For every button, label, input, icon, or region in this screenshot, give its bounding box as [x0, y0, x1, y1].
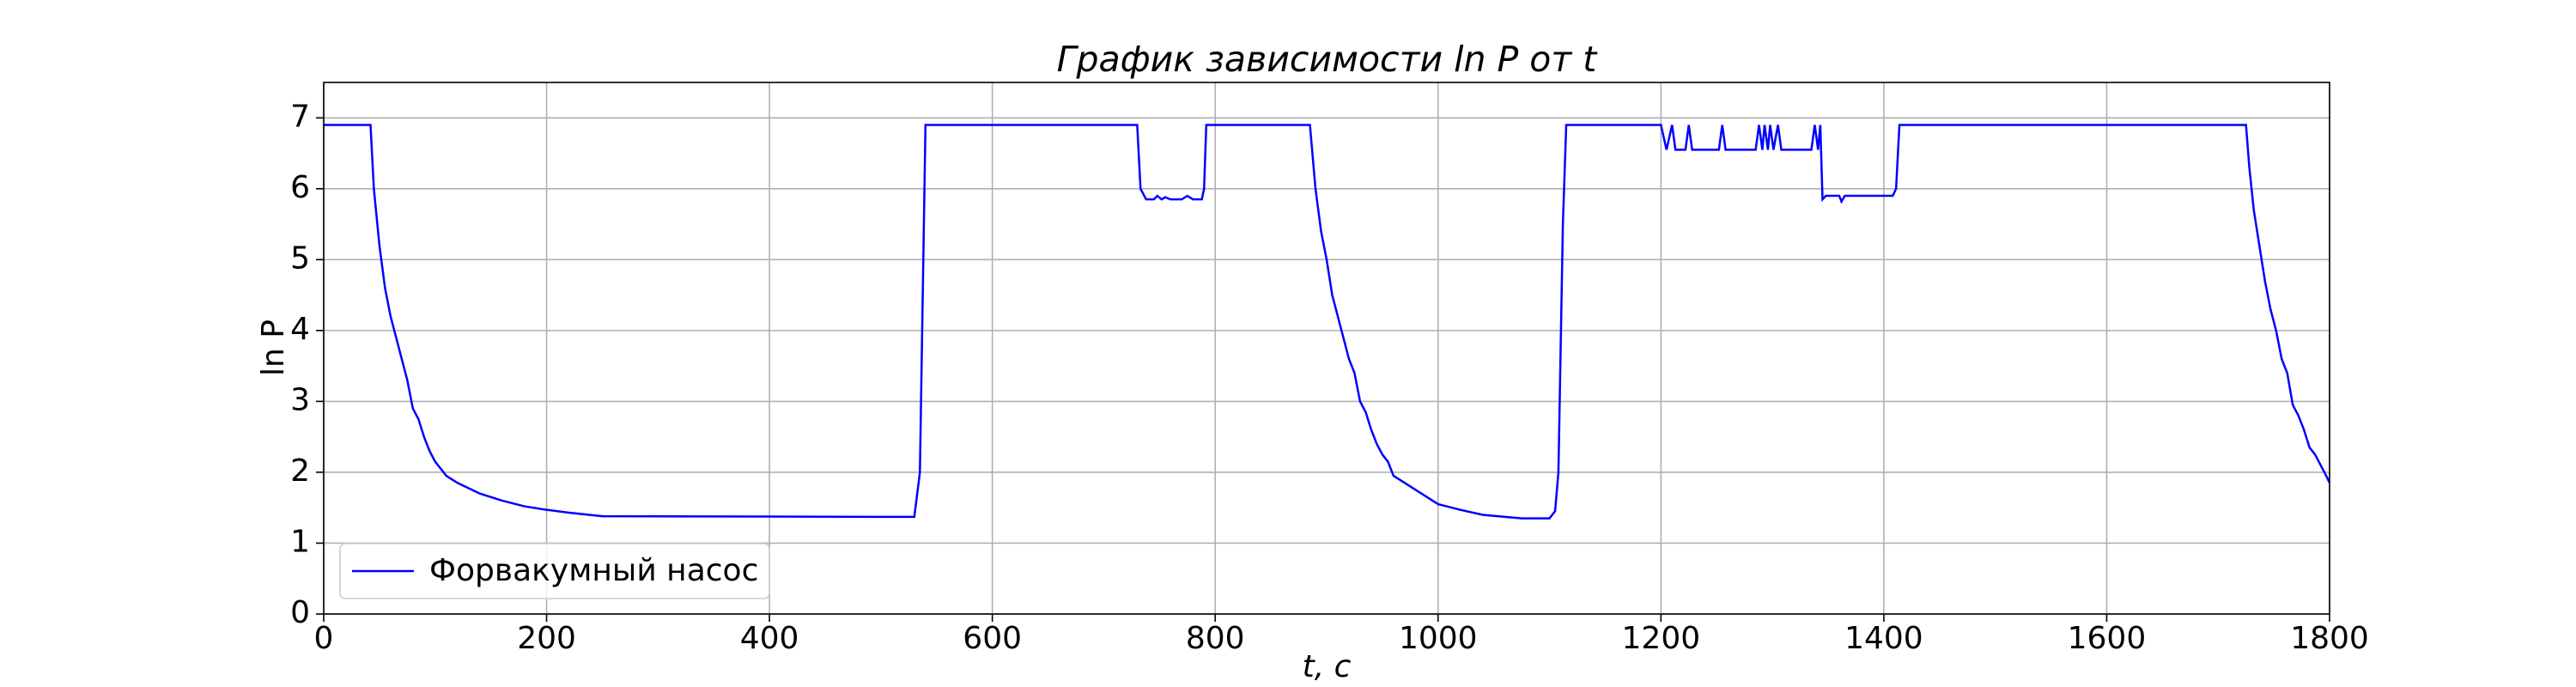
x-tick-label: 1200	[1622, 621, 1701, 656]
y-axis-label: ln P	[256, 319, 291, 376]
x-tick-label: 1400	[1844, 621, 1923, 656]
plot-frame	[323, 82, 2330, 615]
x-tick-label: 1600	[2068, 621, 2147, 656]
data-line	[324, 124, 2331, 520]
y-tick-label: 2	[290, 453, 310, 489]
y-tick-label: 5	[290, 240, 310, 276]
x-tick-label: 0	[314, 621, 334, 656]
y-tick-label: 4	[290, 312, 310, 347]
x-axis-label: t, c	[1303, 649, 1352, 684]
x-tick-label: 1800	[2290, 621, 2369, 656]
legend-box	[339, 543, 770, 599]
legend-label: Форвакумный насос	[429, 553, 758, 588]
x-tick-label: 1000	[1399, 621, 1478, 656]
y-tick-label: 1	[290, 524, 310, 559]
y-tick-label: 6	[290, 170, 310, 205]
chart-title: График зависимости ln P от t	[1057, 39, 1599, 80]
y-tick-label: 0	[290, 595, 310, 630]
x-tick-label: 600	[963, 621, 1022, 656]
x-tick-label: 200	[517, 621, 576, 656]
y-tick-label: 7	[290, 99, 310, 134]
x-tick-label: 800	[1186, 621, 1245, 656]
y-tick-label: 3	[290, 382, 310, 417]
x-tick-label: 400	[740, 621, 799, 656]
